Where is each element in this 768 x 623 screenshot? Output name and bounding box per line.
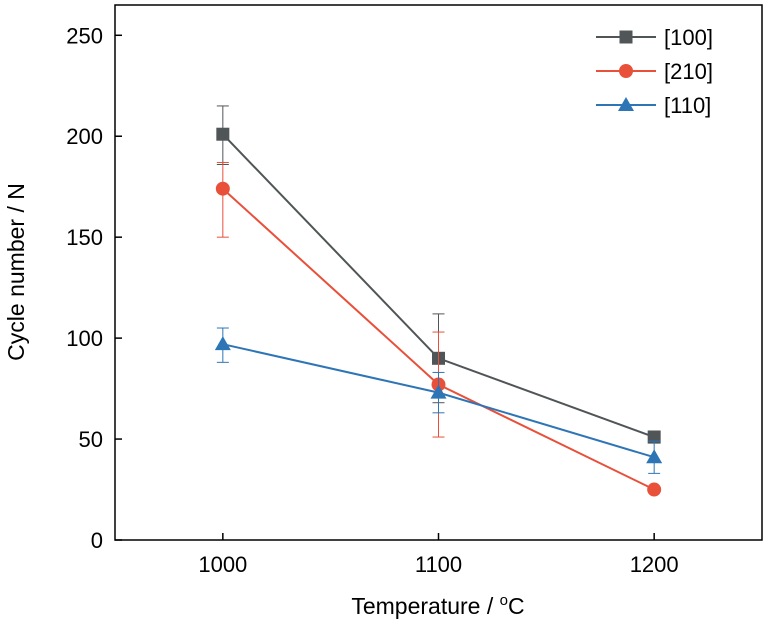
legend-entry: [100] [596, 25, 713, 50]
x-tick-label: 1000 [198, 552, 247, 577]
series-layer [214, 105, 663, 497]
legend-marker [619, 64, 633, 78]
y-tick-label: 250 [66, 23, 103, 48]
legend-entry: [110] [596, 93, 711, 118]
data-point [647, 482, 662, 497]
data-point [646, 449, 663, 464]
series-3 [214, 327, 663, 474]
legend-label: [210] [664, 59, 713, 84]
x-axis-label: Temperature / oC [351, 592, 524, 619]
y-tick-label: 0 [91, 528, 103, 553]
y-tick-label: 100 [66, 326, 103, 351]
legend-label: [110] [664, 93, 711, 118]
legend-entry: [210] [596, 59, 713, 84]
data-point [647, 430, 661, 444]
x-axis: 1000 1100 1200 [198, 533, 679, 577]
plot-frame [114, 4, 763, 541]
legend: [100] [210] [110] [596, 25, 713, 118]
data-point [214, 336, 231, 351]
data-point [215, 181, 230, 196]
x-tick-label: 1200 [630, 552, 679, 577]
data-point [216, 127, 230, 141]
y-tick-label: 200 [66, 124, 103, 149]
y-axis: 0 50 100 150 200 250 [66, 23, 122, 553]
y-tick-label: 150 [66, 225, 103, 250]
x-tick-label: 1100 [415, 552, 462, 577]
legend-marker [619, 30, 633, 44]
legend-label: [100] [664, 25, 713, 50]
y-tick-label: 50 [79, 427, 103, 452]
y-axis-label: Cycle number / N [3, 183, 29, 361]
data-point [430, 384, 447, 399]
legend-marker [618, 97, 634, 111]
